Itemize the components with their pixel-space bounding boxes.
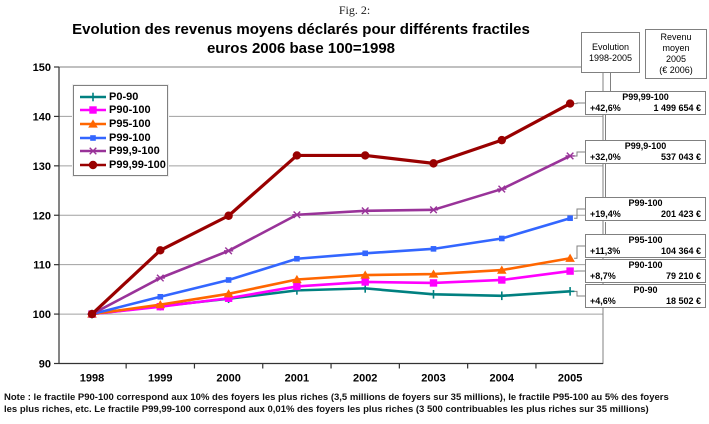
svg-text:2003: 2003 xyxy=(421,373,445,385)
legend-swatch-icon xyxy=(80,106,106,115)
legend-swatch-icon xyxy=(80,147,106,155)
svg-text:2004: 2004 xyxy=(490,373,515,385)
fractile-revenu-value: 79 210 € xyxy=(665,271,701,281)
svg-text:2005: 2005 xyxy=(558,373,582,385)
legend-label: P90-100 xyxy=(109,104,151,117)
legend-item: P99,99-100 xyxy=(79,158,166,172)
chart-title-line2: euros 2006 base 100=1998 xyxy=(206,40,396,57)
fractile-revenu-value: 201 423 € xyxy=(660,209,701,219)
footnote-line1: Note : le fractile P90-100 correspond au… xyxy=(4,392,669,403)
fractile-revenu-value: 104 364 € xyxy=(660,246,701,256)
svg-text:150: 150 xyxy=(33,62,51,74)
connector-line xyxy=(605,115,606,140)
legend-item: P95-100 xyxy=(79,117,163,131)
fractile-box: P0-90 +4,6% 18 502 € xyxy=(585,284,706,308)
legend-item: P99-100 xyxy=(79,131,163,145)
svg-text:140: 140 xyxy=(33,111,51,123)
header-box-revenu: Revenu moyen 2005 (€ 2006) xyxy=(645,29,707,79)
svg-text:130: 130 xyxy=(33,161,51,173)
svg-text:100: 100 xyxy=(33,309,51,321)
fractile-name: P99,99-100 xyxy=(622,92,669,102)
connector-line xyxy=(605,222,606,234)
svg-text:120: 120 xyxy=(33,210,51,222)
y-axis-labels: 90 100 110 120 130 140 150 xyxy=(33,62,51,371)
fractile-box: P95-100 +11,3% 104 364 € xyxy=(585,234,706,258)
series-P99,99-100 xyxy=(87,99,575,319)
legend-swatch-icon xyxy=(80,92,106,102)
fractile-box: P99-100 +19,4% 201 423 € xyxy=(585,197,706,221)
fractile-evolution-value: +42,6% xyxy=(590,103,621,113)
series-P90-100 xyxy=(88,267,574,318)
legend-label: P0-90 xyxy=(109,90,139,103)
footnote: Note : le fractile P90-100 correspond au… xyxy=(4,392,706,416)
svg-text:2000: 2000 xyxy=(216,373,240,385)
fractile-revenu-value: 537 043 € xyxy=(660,152,701,162)
legend-label: P99,99-100 xyxy=(109,158,166,171)
fractile-revenu-value: 18 502 € xyxy=(665,296,701,306)
legend-label: P99,9-100 xyxy=(109,145,160,158)
legend-item: P0-90 xyxy=(79,90,163,104)
fractile-evolution-value: +4,6% xyxy=(590,296,616,306)
fractile-box: P90-100 +8,7% 79 210 € xyxy=(585,259,706,283)
fractile-name: P99,9-100 xyxy=(624,141,667,151)
fractile-name: P0-90 xyxy=(633,285,658,295)
fractile-name: P90-100 xyxy=(628,260,663,270)
chart-legend: P0-90 P90-100 P95-100 P99-100 P99,9-100 … xyxy=(73,85,168,176)
connector-line xyxy=(605,164,606,197)
svg-text:2002: 2002 xyxy=(353,373,377,385)
fractile-box: P99,99-100 +42,6% 1 499 654 € xyxy=(585,91,706,115)
legend-label: P95-100 xyxy=(109,117,151,130)
footnote-line2: les plus riches, etc. Le fractile P99,99… xyxy=(4,404,649,415)
legend-swatch-icon xyxy=(80,134,106,141)
svg-text:1999: 1999 xyxy=(148,373,172,385)
chart-title: Evolution des revenus moyens déclarés po… xyxy=(36,20,566,58)
svg-text:1998: 1998 xyxy=(80,373,104,385)
chart-title-line1: Evolution des revenus moyens déclarés po… xyxy=(72,21,530,38)
fractile-evolution-value: +32,0% xyxy=(590,152,621,162)
leader-lines xyxy=(574,102,585,297)
legend-swatch-icon xyxy=(80,119,106,128)
svg-text:110: 110 xyxy=(33,260,51,272)
fractile-name: P99-100 xyxy=(628,198,663,208)
legend-swatch-icon xyxy=(80,160,106,169)
legend-item: P99,9-100 xyxy=(79,144,163,158)
legend-label: P99-100 xyxy=(109,131,151,144)
x-axis-labels: 1998 1999 2000 2001 2002 2003 2004 2005 xyxy=(80,373,583,385)
figure-caption: Fig. 2: xyxy=(338,3,371,17)
series-P95-100 xyxy=(87,253,575,318)
fractile-evolution-value: +11,3% xyxy=(590,246,621,256)
legend-item: P90-100 xyxy=(79,104,163,118)
fractile-evolution-value: +8,7% xyxy=(590,271,616,281)
fractile-revenu-value: 1 499 654 € xyxy=(653,103,701,113)
connector-line xyxy=(610,73,611,92)
fractile-name: P95-100 xyxy=(628,235,663,245)
header-box-evolution: Evolution 1998-2005 xyxy=(581,32,640,73)
fractile-box: P99,9-100 +32,0% 537 043 € xyxy=(585,140,706,164)
svg-text:90: 90 xyxy=(39,359,51,371)
fractile-evolution-value: +19,4% xyxy=(590,209,621,219)
series-P99-100 xyxy=(89,215,573,317)
axis-ticks xyxy=(54,66,537,369)
svg-text:2001: 2001 xyxy=(285,373,309,385)
